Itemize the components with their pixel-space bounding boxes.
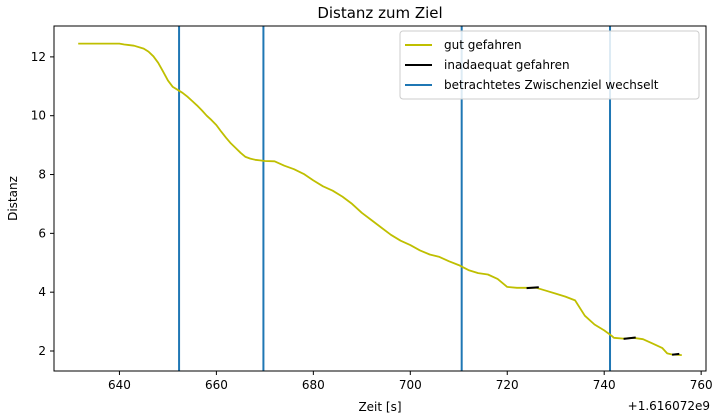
y-tick-label: 2	[38, 344, 46, 358]
x-tick-label: 720	[496, 378, 519, 392]
legend-label: betrachtetes Zwischenziel wechselt	[444, 78, 659, 92]
series-segment-inadaequat-gefahren	[526, 286, 539, 290]
x-tick-label: 680	[302, 378, 325, 392]
series-segment-inadaequat-gefahren	[671, 352, 680, 356]
legend-label: gut gefahren	[444, 38, 522, 52]
legend-box	[399, 30, 700, 100]
y-tick-label: 10	[31, 109, 46, 123]
chart-title: Distanz zum Ziel	[317, 4, 442, 22]
x-tick-label: 700	[399, 378, 422, 392]
x-tick-label: 660	[205, 378, 228, 392]
y-axis: 2 4 6 8 10 12	[31, 50, 54, 358]
plot-frame	[53, 25, 707, 372]
series-line-gut-gefahren	[78, 42, 682, 356]
y-tick-label: 6	[38, 226, 46, 240]
y-tick-label: 12	[31, 50, 46, 64]
y-tick-label: 4	[38, 285, 46, 299]
series-segment-inadaequat-gefahren	[623, 336, 636, 340]
x-tick-label: 740	[593, 378, 616, 392]
x-axis-label: Zeit [s]	[358, 400, 401, 414]
x-axis: 640 660 680 700 720 740 760	[108, 371, 712, 392]
y-axis-label: Distanz	[6, 176, 20, 221]
y-tick-label: 8	[38, 168, 46, 182]
x-tick-label: 760	[690, 378, 712, 392]
legend-label: inadaequat gefahren	[444, 58, 570, 72]
x-tick-label: 640	[108, 378, 131, 392]
x-axis-offset-label: +1.616072e9	[628, 399, 710, 413]
legend: gut gefahren inadaequat gefahren betrachte…	[399, 30, 700, 100]
